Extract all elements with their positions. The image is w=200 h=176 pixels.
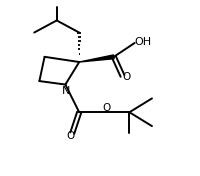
Text: O: O bbox=[66, 131, 75, 141]
Text: O: O bbox=[102, 103, 110, 113]
Text: OH: OH bbox=[134, 37, 151, 47]
Polygon shape bbox=[79, 55, 114, 62]
Text: O: O bbox=[123, 72, 131, 82]
Text: N: N bbox=[62, 86, 70, 96]
